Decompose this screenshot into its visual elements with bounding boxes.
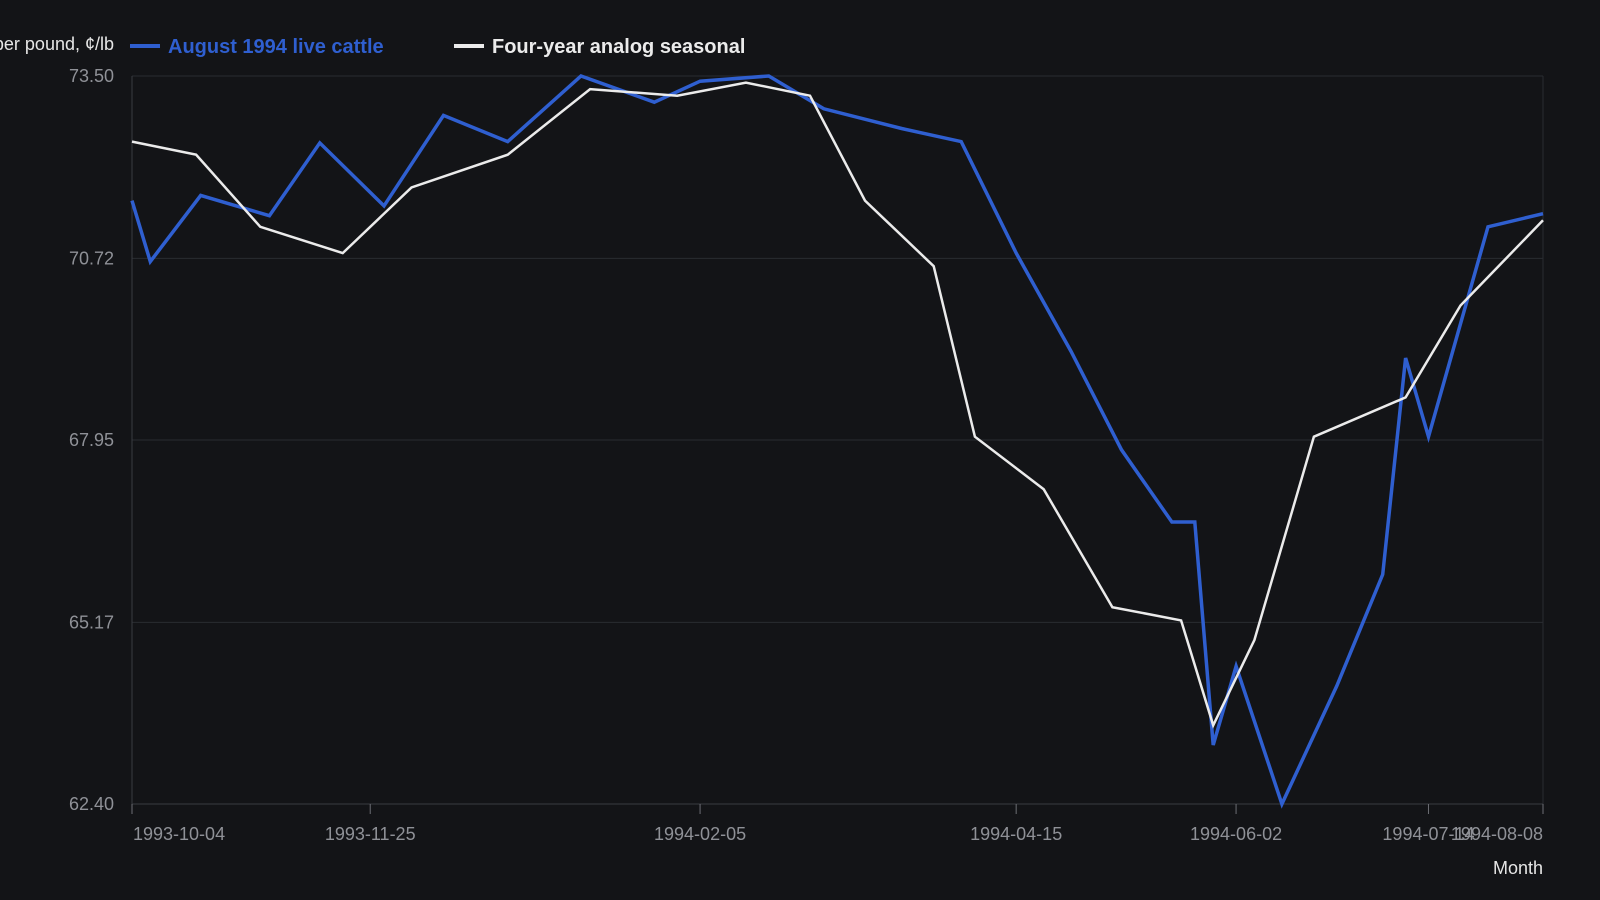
x-tick-label: 1994-07-14: [1382, 824, 1474, 844]
x-tick-label: 1994-06-02: [1190, 824, 1282, 844]
x-tick-label: 1993-10-04: [133, 824, 225, 844]
x-tick-label: 1993-11-25: [325, 824, 416, 844]
y-axis-label: Price per pound, ¢/lb: [0, 34, 114, 54]
series-line-four-year-analog-seasonal: [131, 81, 1544, 729]
y-tick-label: 70.72: [69, 248, 114, 268]
legend-label: Four-year analog seasonal: [492, 36, 745, 58]
y-tick-label: 65.17: [69, 612, 114, 632]
series-line-august-1994-live-cattle: [130, 74, 1544, 809]
y-tick-label: 67.95: [69, 430, 114, 450]
legend: August 1994 live cattle Four-year analog …: [130, 36, 745, 58]
x-tick-label: 1994-02-05: [654, 824, 746, 844]
x-tick-label: 1994-08-08: [1451, 824, 1543, 844]
x-axis: 1993-10-04 1993-11-25 1994-02-05 1994-04-15…: [131, 76, 1544, 844]
y-axis: 62.40 65.17 67.95 70.72 73.50: [69, 66, 114, 814]
x-tick-label: 1994-04-15: [970, 824, 1062, 844]
y-tick-label: 73.50: [69, 66, 114, 86]
y-tick-label: 62.40: [69, 794, 114, 814]
legend-label: August 1994 live cattle: [168, 36, 384, 58]
series-lines: [130, 74, 1544, 809]
x-axis-label: Month: [1493, 858, 1543, 878]
